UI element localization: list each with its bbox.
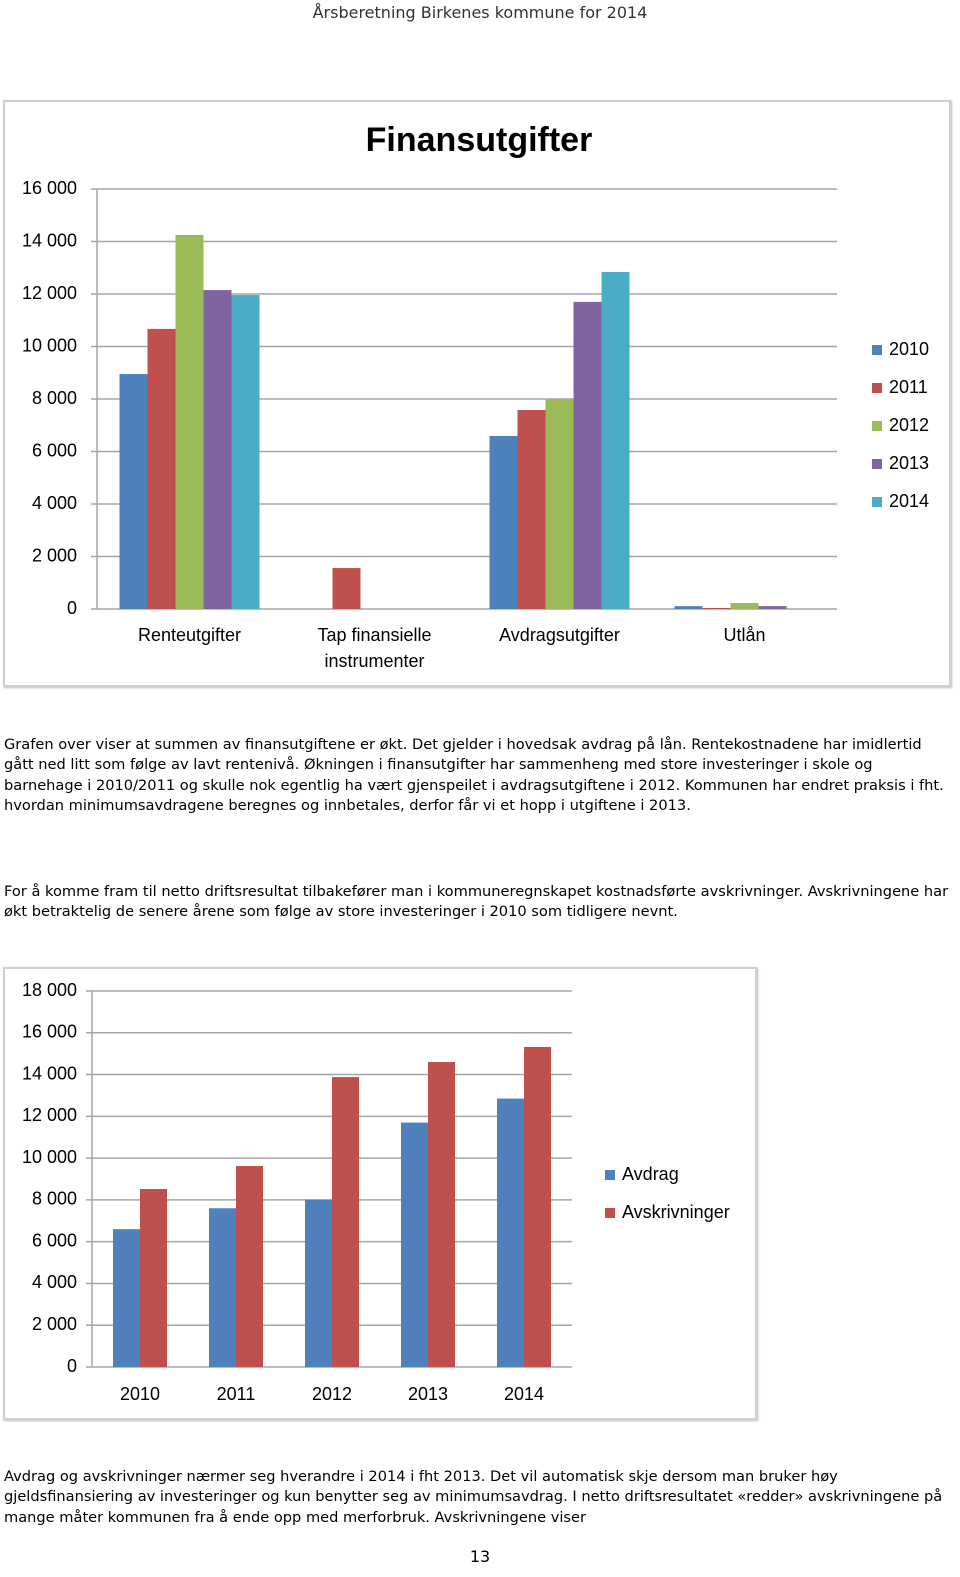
y-tick-label: 4 000	[32, 1272, 77, 1292]
y-tick-label: 8 000	[32, 388, 77, 408]
paragraph: For å komme fram til netto driftsresulta…	[4, 883, 949, 921]
y-tick-label: 14 000	[22, 1063, 77, 1083]
legend-swatch	[605, 1170, 615, 1180]
legend-label: Avdrag	[622, 1164, 679, 1184]
bar	[545, 399, 574, 609]
y-tick-label: 2 000	[32, 1314, 77, 1334]
bar	[113, 1229, 140, 1367]
bar	[147, 328, 176, 609]
y-tick-label: 16 000	[22, 1022, 77, 1042]
legend-swatch	[872, 345, 882, 355]
y-tick-label: 6 000	[32, 440, 77, 460]
chart: 0 2 000 4 000 6 000 8 000 10 000 12 000 14 000 1…	[22, 980, 730, 1376]
bar	[209, 1208, 236, 1367]
y-tick-label: 14 000	[22, 230, 77, 250]
bar	[231, 295, 260, 609]
y-tick-label: 16 000	[22, 178, 77, 198]
chart: Finansutgifter 0 2 000 4 000 6 000 8 000 10 0…	[22, 121, 929, 618]
paragraph: Avdrag og avskrivninger nærmer seg hvera…	[4, 1468, 943, 1526]
x-tick-label: 2013	[407, 1384, 449, 1404]
paragraph: Grafen over viser at summen av finansutg…	[4, 736, 944, 814]
y-tick-label: 12 000	[22, 1105, 77, 1125]
x-tick-label: 2012	[311, 1384, 353, 1404]
bar	[203, 290, 232, 609]
y-tick-label: 8 000	[32, 1189, 77, 1209]
bar	[517, 410, 546, 609]
legend-label: 2012	[889, 415, 929, 435]
bar	[332, 1077, 359, 1367]
legend-label: 2010	[889, 339, 929, 359]
bar	[140, 1189, 167, 1367]
bar	[730, 602, 759, 609]
y-tick-label: 0	[67, 1356, 77, 1376]
x-tick-label: Renteutgifter	[137, 625, 242, 645]
legend-label: Avskrivninger	[622, 1202, 730, 1222]
bar	[175, 234, 204, 609]
x-tick-label: Avdragsutgifter	[499, 625, 620, 645]
chart-title: Finansutgifter	[366, 121, 593, 159]
bar	[497, 1098, 524, 1367]
y-tick-label: 4 000	[32, 493, 77, 513]
page-header: Årsberetning Birkenes kommune for 2014	[312, 3, 648, 22]
y-tick-label: 6 000	[32, 1230, 77, 1250]
x-tick-label: 2011	[216, 1384, 256, 1404]
x-tick-label: 2014	[503, 1384, 545, 1404]
y-tick-label: 12 000	[22, 283, 77, 303]
legend-swatch	[605, 1208, 615, 1218]
bar	[305, 1199, 332, 1367]
y-tick-label: 18 000	[22, 980, 77, 1000]
bar	[489, 436, 518, 609]
legend-label: 2014	[889, 491, 929, 511]
legend-swatch	[872, 421, 882, 431]
bar	[524, 1046, 551, 1367]
bar	[573, 301, 602, 609]
bar	[702, 607, 731, 609]
bar	[332, 568, 361, 609]
legend-label: 2011	[889, 377, 928, 397]
bar	[428, 1062, 455, 1367]
bar	[601, 271, 630, 609]
bar	[674, 606, 703, 609]
y-tick-label: 10 000	[22, 335, 77, 355]
bar	[758, 606, 787, 609]
x-tick-label: 2010	[119, 1384, 161, 1404]
bar	[401, 1122, 428, 1367]
y-tick-label: 0	[67, 598, 77, 618]
bar	[119, 374, 148, 609]
x-tick-label: Tap finansielle instrumenter	[317, 625, 432, 671]
x-tick-label: Utlån	[723, 625, 766, 645]
legend-swatch	[872, 459, 882, 469]
bar	[236, 1166, 263, 1367]
legend-swatch	[872, 497, 882, 507]
chart-box: 0 2 000 4 000 6 000 8 000 10 000 12 000 14 000 1…	[3, 967, 757, 1420]
y-tick-label: 2 000	[32, 545, 77, 565]
legend-swatch	[872, 383, 882, 393]
page-number: 13	[469, 1547, 491, 1566]
legend-label: 2013	[889, 453, 929, 473]
chart-box: Finansutgifter 0 2 000 4 000 6 000 8 000 10 0…	[3, 100, 951, 687]
y-tick-label: 10 000	[22, 1147, 77, 1167]
